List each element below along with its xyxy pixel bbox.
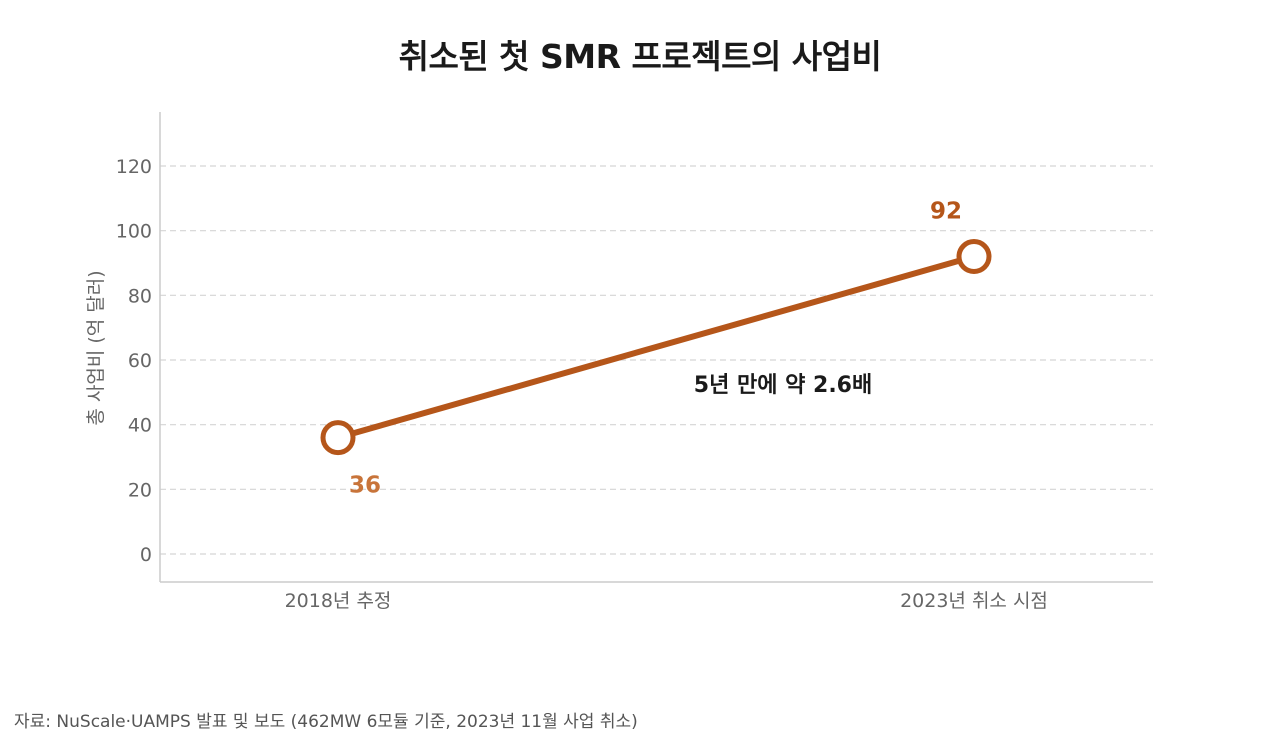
y-tick-labels: 0 20 40 60 80 100 120 [116, 156, 152, 566]
y-tick-label: 60 [128, 350, 152, 372]
y-tick-label: 40 [128, 415, 152, 437]
y-tick-label: 100 [116, 221, 152, 243]
series-line [335, 253, 977, 441]
data-point [320, 420, 356, 456]
series [320, 239, 992, 456]
data-labels: 36 92 [349, 199, 962, 499]
y-axis-label: 총 사업비 (억 달러) [85, 270, 107, 425]
data-point [956, 239, 992, 275]
x-tick-label: 2023년 취소 시점 [900, 590, 1048, 612]
data-label: 36 [349, 473, 381, 499]
source-note: 자료: NuScale·UAMPS 발표 및 보도 (462MW 6모듈 기준,… [14, 712, 638, 732]
chart-plot: 0 20 40 60 80 100 120 2018년 추정 2023년 취소 시점 총 사업… [85, 112, 1153, 612]
annotation: 5년 만에 약 2.6배 [694, 373, 872, 398]
data-label: 92 [930, 199, 962, 225]
y-tick-label: 120 [116, 156, 152, 178]
x-tick-labels: 2018년 추정 2023년 취소 시점 [285, 590, 1048, 612]
y-tick-label: 80 [128, 285, 152, 307]
y-tick-label: 0 [140, 544, 152, 566]
y-tick-label: 20 [128, 479, 152, 501]
gridlines [160, 165, 1153, 555]
x-tick-label: 2018년 추정 [285, 590, 392, 612]
axes [159, 112, 1153, 583]
chart-title: 취소된 첫 SMR 프로젝트의 사업비 [398, 37, 882, 76]
